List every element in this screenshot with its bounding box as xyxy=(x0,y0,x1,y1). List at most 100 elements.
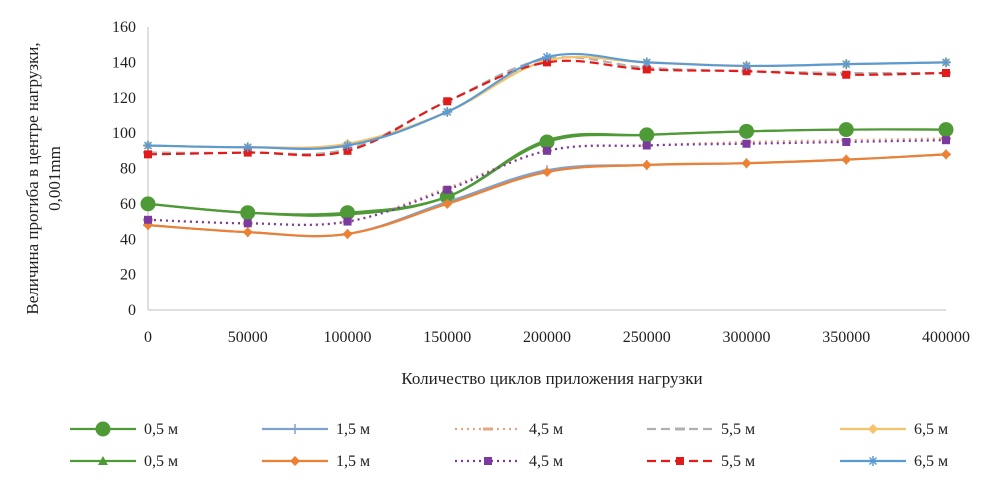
data-point-marker xyxy=(868,424,878,434)
data-point-marker xyxy=(641,159,652,170)
data-point-marker xyxy=(242,227,253,238)
legend-item: 4,5 м xyxy=(455,421,563,438)
x-tick-label: 400000 xyxy=(922,329,970,346)
data-point-marker xyxy=(290,424,300,434)
data-point-marker xyxy=(741,158,752,169)
series-2 xyxy=(143,149,951,239)
data-point-marker xyxy=(143,198,153,208)
legend-item: 1,5 м xyxy=(262,453,370,470)
data-point-marker xyxy=(842,70,851,79)
y-tick-label: 120 xyxy=(112,90,136,107)
data-point-marker xyxy=(442,191,453,201)
legend-label: 4,5 м xyxy=(529,421,563,438)
data-point-marker xyxy=(243,219,252,228)
data-point-marker xyxy=(641,129,652,139)
data-point-marker xyxy=(941,149,951,160)
data-point-marker xyxy=(942,68,950,77)
data-point-marker xyxy=(542,135,552,145)
data-point-marker xyxy=(443,185,452,194)
data-point-marker xyxy=(942,136,950,145)
legend-item: 0,5 м xyxy=(70,421,178,438)
chart-series xyxy=(140,52,954,239)
data-point-marker xyxy=(742,67,751,76)
data-point-marker xyxy=(642,65,651,74)
series-10 xyxy=(143,52,951,153)
data-point-marker xyxy=(144,150,152,159)
data-point-marker xyxy=(442,106,453,117)
data-point-marker xyxy=(543,58,551,67)
legend-item: 4,5 м xyxy=(455,453,563,470)
series-6 xyxy=(143,124,951,219)
legend-label: 0,5 м xyxy=(144,453,178,470)
legend-label: 4,5 м xyxy=(529,453,563,470)
data-point-marker xyxy=(143,140,153,151)
y-axis-title-line-1: Величина прогиба в центре нагрузки, xyxy=(23,42,42,314)
series-line xyxy=(147,59,947,157)
data-point-marker xyxy=(941,57,951,68)
legend-label: 5,5 м xyxy=(721,421,755,438)
data-point-marker xyxy=(443,97,452,106)
series-9 xyxy=(144,58,950,159)
data-point-marker xyxy=(741,126,752,136)
series-7 xyxy=(143,149,951,239)
legend-label: 5,5 м xyxy=(721,453,755,470)
x-tick-label: 300000 xyxy=(723,329,771,346)
y-tick-label: 40 xyxy=(120,231,136,248)
data-point-marker xyxy=(676,457,684,465)
legend-label: 0,5 м xyxy=(144,421,178,438)
y-axis-title-line-2: 0,001mm xyxy=(45,146,64,211)
chart-axes: 0 20 40 60 80 100 120 140 160 0 50000 100000 150000 2… xyxy=(112,19,970,346)
series-line xyxy=(147,55,947,149)
data-point-marker xyxy=(841,154,852,165)
data-point-marker xyxy=(741,60,752,71)
legend-item: 5,5 м xyxy=(647,453,755,470)
data-point-marker xyxy=(742,139,751,148)
x-tick-label: 100000 xyxy=(324,329,372,346)
y-tick-label: 20 xyxy=(120,267,136,284)
legend-item: 5,5 м xyxy=(647,421,755,438)
data-point-marker xyxy=(542,52,552,63)
series-8 xyxy=(144,136,950,228)
data-point-marker xyxy=(842,137,851,146)
data-point-marker xyxy=(941,124,951,134)
series-line xyxy=(147,153,947,238)
legend-item: 6,5 м xyxy=(840,453,948,470)
legend-item: 0,5 м xyxy=(70,453,178,470)
data-point-marker xyxy=(543,146,551,155)
data-point-marker xyxy=(841,124,852,134)
legend-label: 6,5 м xyxy=(914,453,948,470)
data-point-marker xyxy=(98,456,108,465)
data-point-marker xyxy=(484,457,492,465)
series-line xyxy=(147,139,947,226)
series-line xyxy=(147,128,947,217)
data-point-marker xyxy=(242,142,253,153)
x-axis-title: Количество циклов приложения нагрузки xyxy=(401,369,702,388)
legend-label: 6,5 м xyxy=(914,421,948,438)
legend-item: 1,5 м xyxy=(262,421,370,438)
y-tick-label: 160 xyxy=(112,19,136,36)
data-point-marker xyxy=(242,207,253,217)
data-point-marker xyxy=(868,456,878,466)
data-point-marker xyxy=(343,217,352,226)
data-point-marker xyxy=(343,146,352,155)
data-point-marker xyxy=(243,148,252,157)
y-tick-label: 140 xyxy=(112,54,136,71)
data-point-marker xyxy=(642,141,651,150)
y-tick-label: 0 xyxy=(128,302,136,319)
x-tick-label: 150000 xyxy=(423,329,471,346)
data-point-marker xyxy=(144,215,152,224)
data-point-marker xyxy=(641,57,652,68)
data-point-marker xyxy=(342,228,353,239)
x-tick-label: 350000 xyxy=(822,329,870,346)
data-point-marker xyxy=(290,456,300,466)
x-tick-label: 200000 xyxy=(523,329,571,346)
data-point-marker xyxy=(442,198,453,209)
data-point-marker xyxy=(342,140,353,151)
data-point-marker xyxy=(95,421,111,437)
chart-legend: 0,5 м 1,5 м 4,5 м 5,5 м 6,5 м 0,5 м 1,5 м 4,5 м… xyxy=(70,421,948,470)
data-point-marker xyxy=(542,167,552,178)
legend-label: 1,5 м xyxy=(336,453,370,470)
legend-item: 6,5 м xyxy=(840,421,948,438)
data-point-marker xyxy=(841,59,852,70)
